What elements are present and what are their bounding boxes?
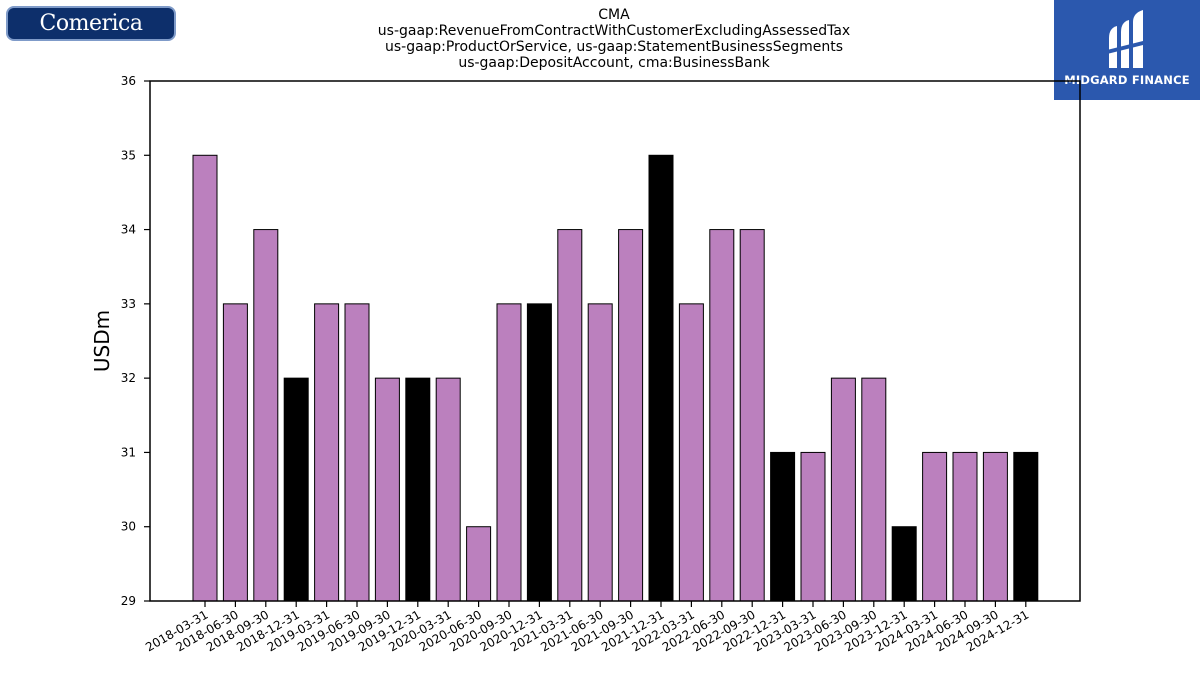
bars-group (192, 154, 1039, 602)
midgard-finance-logo: MIDGARD FINANCE (1054, 0, 1200, 100)
comerica-logo-text: Comerica (39, 11, 143, 36)
y-tick-label: 33 (121, 297, 136, 311)
bar-2020-06-30 (466, 526, 492, 602)
chart-title: CMA us-gaap:RevenueFromContractWithCusto… (314, 7, 914, 71)
bar-2019-09-30 (374, 377, 400, 602)
title-line: CMA (598, 7, 630, 23)
bar-2018-03-31 (192, 154, 218, 602)
bar-2022-03-31 (678, 303, 704, 602)
bar-2021-03-31 (557, 229, 583, 602)
midgard-logo-icon (1107, 10, 1147, 68)
y-axis: 29 30 31 32 33 34 35 36 (121, 74, 150, 608)
bar-2021-09-30 (618, 229, 644, 602)
bar-2023-06-30 (830, 377, 856, 602)
y-tick-label: 34 (121, 223, 136, 237)
y-axis-label: USDm (90, 310, 114, 372)
bar-2023-03-31 (800, 451, 826, 602)
bar-2020-12-31 (526, 303, 552, 602)
bar-2020-03-31 (435, 377, 461, 602)
bar-2021-06-30 (587, 303, 613, 602)
y-tick-label: 35 (121, 148, 136, 162)
y-tick-label: 30 (121, 520, 136, 534)
x-axis: 2018-03-312018-06-302018-09-302018-12-31… (143, 601, 1031, 654)
y-tick-label: 36 (121, 74, 136, 88)
bar-2019-12-31 (405, 377, 431, 602)
title-line: us-gaap:ProductOrService, us-gaap:Statem… (384, 39, 843, 55)
bar-2024-09-30 (982, 451, 1008, 602)
bar-2020-09-30 (496, 303, 522, 602)
bar-2024-06-30 (952, 451, 978, 602)
comerica-logo: Comerica (6, 6, 176, 41)
title-line: us-gaap:RevenueFromContractWithCustomerE… (377, 23, 851, 39)
y-tick-label: 29 (121, 594, 136, 608)
bar-2019-03-31 (314, 303, 340, 602)
bar-2024-03-31 (922, 451, 948, 602)
y-tick-label: 32 (121, 371, 136, 385)
midgard-logo-text: MIDGARD FINANCE (1064, 73, 1190, 87)
bar-2019-06-30 (344, 303, 370, 602)
bar-2018-09-30 (253, 229, 279, 602)
plot-frame (149, 80, 1081, 602)
y-tick-label: 31 (121, 445, 136, 459)
bar-2023-09-30 (861, 377, 887, 602)
bar-2022-06-30 (709, 229, 735, 602)
bar-2018-06-30 (222, 303, 248, 602)
bar-2022-09-30 (739, 229, 765, 602)
title-line: us-gaap:DepositAccount, cma:BusinessBank (458, 55, 770, 71)
bar-2021-12-31 (648, 154, 674, 602)
bar-2018-12-31 (283, 377, 309, 602)
bar-2023-12-31 (891, 526, 917, 602)
bar-2024-12-31 (1013, 451, 1039, 602)
bar-2022-12-31 (770, 451, 796, 602)
